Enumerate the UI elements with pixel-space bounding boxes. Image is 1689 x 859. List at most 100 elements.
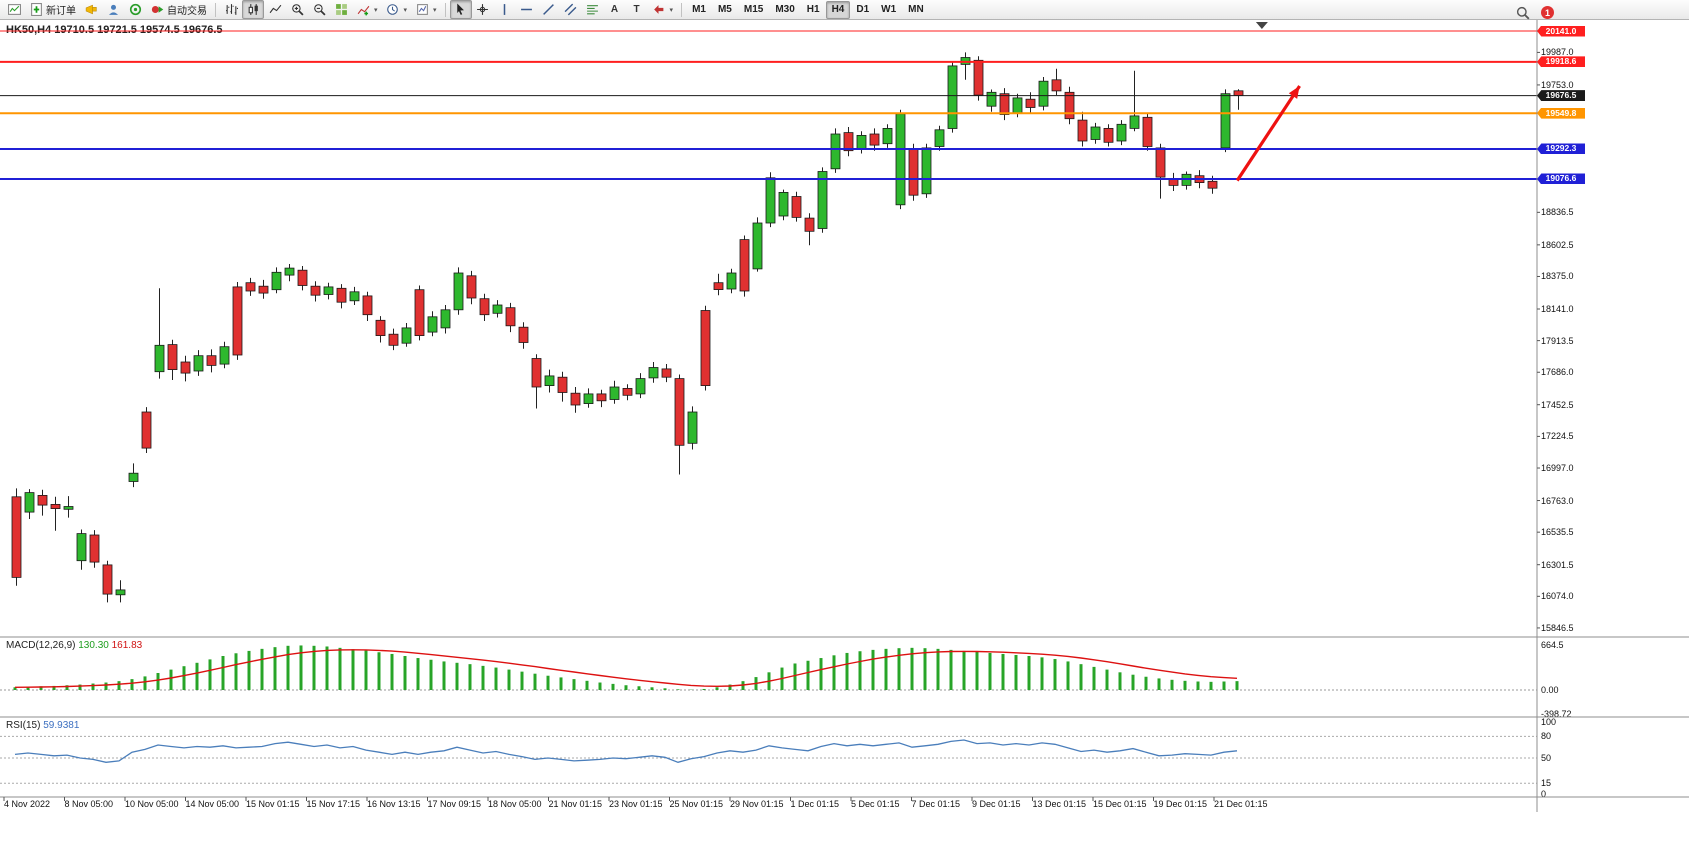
price-tag: 19549.8: [1537, 107, 1585, 119]
price-axis-label: 18602.5: [1541, 239, 1574, 250]
price-axis-label: 16301.5: [1541, 559, 1574, 570]
macd-axis-label: -398.72: [1541, 709, 1572, 719]
tile-windows-button[interactable]: [330, 0, 352, 19]
tf-h1-button[interactable]: H1: [801, 1, 826, 19]
date-label: 16 Nov 13:15: [367, 799, 421, 809]
chart-window-button[interactable]: [3, 0, 25, 19]
auto-trading-icon: [150, 3, 164, 17]
indicators-button[interactable]: ▾: [352, 0, 382, 19]
macd-axis-label: 664.5: [1541, 639, 1564, 650]
tf-d1-label: D1: [856, 4, 870, 15]
tf-m15-button[interactable]: M15: [738, 1, 769, 19]
candlestick-chart-button[interactable]: [242, 0, 264, 19]
price-axis-label: 16074.0: [1541, 591, 1574, 602]
price-axis-label: 16997.0: [1541, 463, 1574, 474]
cursor-button[interactable]: [449, 0, 472, 19]
bar-chart-button[interactable]: [220, 0, 242, 19]
date-label: 18 Nov 05:00: [488, 799, 542, 809]
trendline-button[interactable]: [538, 0, 560, 19]
mql5-icon: [128, 3, 142, 17]
search-button[interactable]: [1512, 3, 1534, 22]
price-axis-label: 17913.5: [1541, 335, 1574, 346]
toolbar-separator: [444, 2, 446, 17]
macd-axis-label: 0.00: [1541, 685, 1559, 695]
chart-symbol-title: HK50,H4 19710.5 19721.5 19574.5 19676.5: [6, 24, 223, 36]
date-label: 4 Nov 2022: [4, 799, 51, 809]
price-axis-label: 17452.5: [1541, 399, 1574, 410]
bars-icon: [224, 3, 238, 17]
tf-m1-button[interactable]: M1: [686, 1, 712, 19]
tf-h4-button[interactable]: H4: [825, 0, 851, 19]
date-label: 29 Nov 01:15: [730, 799, 784, 809]
tf-m15-label: M15: [743, 4, 764, 15]
price-axis[interactable]: [1537, 20, 1689, 812]
notifications-badge[interactable]: 1: [1541, 6, 1554, 19]
tf-mn-label: MN: [908, 4, 924, 15]
templates-button[interactable]: ▾: [411, 0, 441, 19]
toolbar-separator: [215, 2, 216, 17]
crosshair-button[interactable]: [472, 0, 494, 19]
rsi-axis-label: 100: [1541, 717, 1557, 727]
tf-w1-button[interactable]: W1: [875, 1, 902, 19]
line-chart-button[interactable]: [264, 0, 286, 19]
tf-mn-button[interactable]: MN: [902, 1, 930, 19]
chart-window-icon: [7, 3, 21, 17]
macd-indicator-label: MACD(12,26,9) 130.30 161.83: [6, 640, 142, 651]
auto-trading-button[interactable]: 自动交易: [146, 0, 211, 19]
date-label: 8 Nov 05:00: [64, 799, 114, 809]
zoom-in-button[interactable]: [286, 0, 308, 19]
date-label: 21 Dec 01:15: [1214, 799, 1268, 809]
community-icon: [106, 3, 120, 17]
rsi-name: RSI(15): [6, 720, 41, 731]
new-order-button[interactable]: 新订单: [25, 0, 80, 19]
tf-m30-button[interactable]: M30: [769, 1, 800, 19]
price-axis-label: 17224.5: [1541, 431, 1574, 442]
toolbar: 新订单 自动交易 ▾ ▾ ▾ A T ▾ M1 M5 M15 M30 H1 H4 D1 W1 MN 1: [0, 0, 1689, 20]
rsi-axis-label: 50: [1541, 753, 1552, 763]
label-icon: T: [633, 3, 640, 15]
date-label: 14 Nov 05:00: [185, 799, 240, 809]
horizontal-line-button[interactable]: [516, 0, 538, 19]
zoom-out-button[interactable]: [308, 0, 330, 19]
zoom-in-icon: [290, 3, 304, 17]
date-label: 15 Nov 01:15: [246, 799, 300, 809]
tile-windows-icon: [334, 3, 348, 17]
price-axis-label: 18375.0: [1541, 271, 1574, 282]
community-button[interactable]: [102, 0, 124, 19]
auto-trading-label: 自动交易: [167, 6, 207, 17]
rsi-indicator-label: RSI(15) 59.9381: [6, 720, 79, 731]
date-label: 21 Nov 01:15: [548, 799, 603, 809]
price-tag: 19918.6: [1537, 56, 1585, 68]
mql5-button[interactable]: [124, 0, 146, 19]
fibonacci-button[interactable]: [582, 0, 604, 19]
crosshair-icon: [476, 3, 490, 17]
price-axis-label: 16535.5: [1541, 527, 1574, 538]
price-axis-label: 18836.5: [1541, 207, 1574, 218]
price-axis-label: 19753.0: [1541, 79, 1574, 90]
vertical-line-button[interactable]: [494, 0, 516, 19]
price-tag: 19076.6: [1537, 173, 1585, 185]
tf-d1-button[interactable]: D1: [850, 1, 875, 19]
chevron-down-icon: ▾: [403, 6, 408, 14]
periods-button[interactable]: ▾: [382, 0, 412, 19]
price-axis-label: 15846.5: [1541, 622, 1574, 633]
periods-icon: [386, 3, 400, 17]
text-button[interactable]: A: [604, 0, 626, 19]
chart-area[interactable]: [0, 20, 1537, 797]
toolbar-right: 1: [1512, 3, 1554, 22]
date-label: 15 Dec 01:15: [1093, 799, 1147, 809]
date-label: 7 Dec 01:15: [911, 799, 961, 809]
rsi-axis-label: 80: [1541, 731, 1552, 742]
tf-m5-button[interactable]: M5: [712, 1, 738, 19]
price-tag: 20141.0: [1537, 25, 1585, 37]
toolbar-groups: 新订单 自动交易 ▾ ▾ ▾ A T ▾ M1 M5 M15 M30 H1 H4 D1 W1 MN: [3, 0, 930, 19]
megaphone-button[interactable]: [80, 0, 102, 19]
equidistant-channel-button[interactable]: [560, 0, 582, 19]
rsi-value: 59.9381: [43, 720, 80, 731]
candles-icon: [246, 3, 260, 17]
text-label-button[interactable]: T: [626, 0, 648, 19]
date-label: 9 Dec 01:15: [972, 799, 1021, 809]
fibo-icon: [586, 3, 600, 17]
arrows-button[interactable]: ▾: [648, 0, 678, 19]
megaphone-icon: [84, 3, 98, 17]
